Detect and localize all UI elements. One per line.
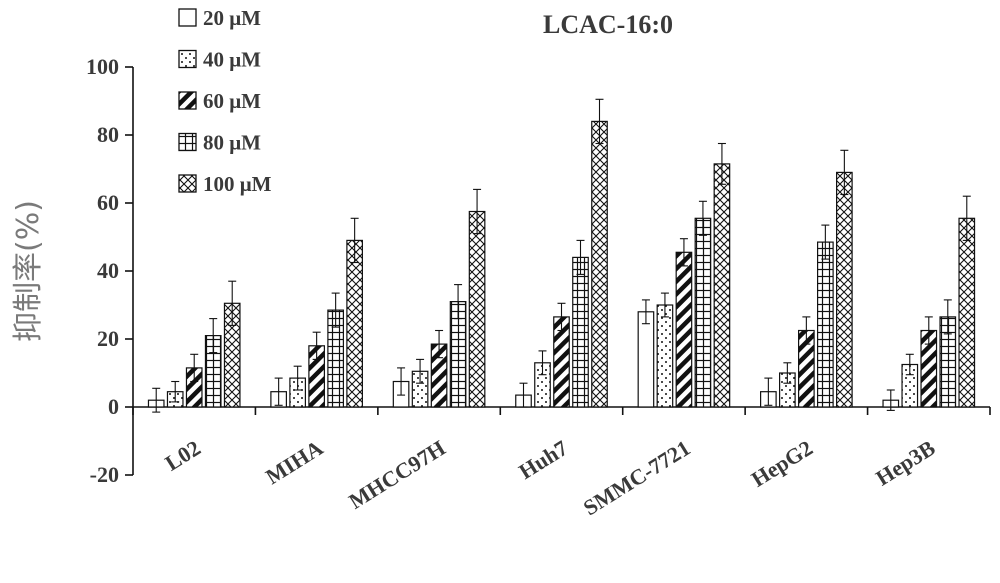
y-tick-label: -20 [90,462,119,487]
x-tick-label: Hep3B [871,435,939,491]
y-axis-label: 抑制率(%) [11,200,46,342]
legend-swatch [178,8,197,27]
legend-label: 20 μM [203,6,261,30]
legend-swatch [178,132,197,152]
bars [147,98,976,413]
x-tick-label: L02 [161,435,205,476]
x-tick-label: Huh7 [514,435,572,484]
legend-label: 40 μM [203,48,261,72]
labels: L02 MIHA MHCC97H Huh7 SMMC-7721 HepG2 Hep3B [161,435,940,520]
x-tick-label: SMMC-7721 [579,435,695,520]
y-tick-label: 0 [108,394,119,419]
bar [637,311,655,408]
bar [675,251,693,408]
bar [817,241,834,408]
legend-label: 100 μM [203,172,272,196]
x-tick-label: MIHA [261,435,327,489]
y-tick-label: 20 [97,326,119,351]
y-tick-label: 80 [97,122,119,147]
bar [572,256,589,408]
legend-swatch [178,91,197,110]
legend-label: 80 μM [203,131,261,155]
bar [591,120,608,408]
y-tick-label: 60 [97,190,119,215]
y-tick-label: 100 [86,54,119,79]
legend-swatch [178,174,197,193]
bar [656,304,674,408]
bar [958,217,976,408]
axes: -20 0 20 40 60 80 100 [86,54,991,487]
bar [836,171,853,408]
legend: 20 μM 40 μM 60 μM 80 μM 100 μM [178,6,272,196]
bar [468,210,486,408]
legend-swatch [178,49,197,69]
x-tick-label: MHCC97H [344,435,449,514]
legend-label: 60 μM [203,89,261,113]
bar [346,239,363,408]
y-tick-label: 40 [97,258,119,283]
bar [694,217,712,408]
x-tick-label: HepG2 [747,435,817,492]
bar [713,163,731,408]
chart-title: LCAC-16:0 [543,10,673,39]
